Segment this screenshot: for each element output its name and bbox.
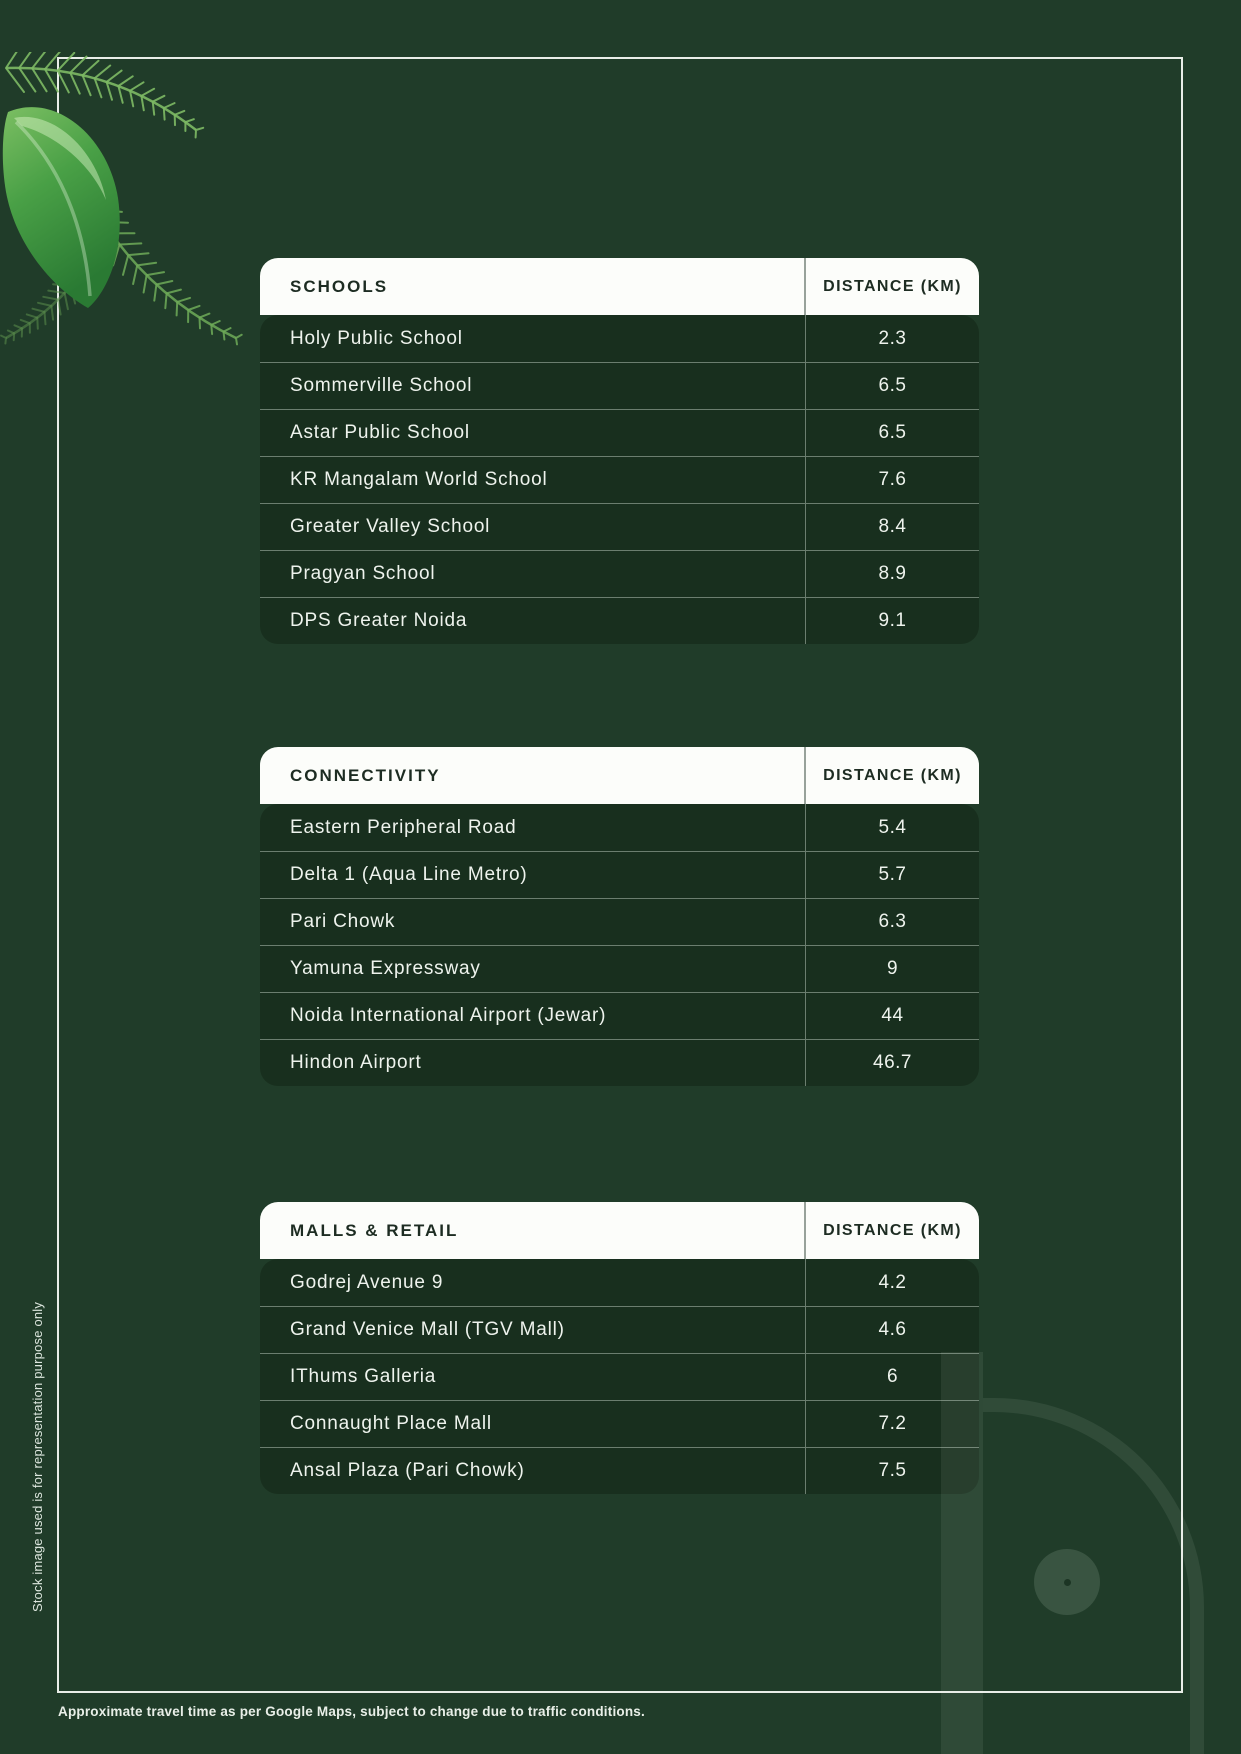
table-row: Godrej Avenue 9 4.2 [260,1259,979,1306]
table-category-header: MALLS & RETAIL [260,1202,806,1259]
distance-value: 5.7 [878,864,907,885]
place-name: KR Mangalam World School [260,457,806,503]
table-body: Eastern Peripheral Road 5.4 Delta 1 (Aqua … [260,804,979,1086]
distance-value: 6.5 [878,422,907,443]
leaf-highlight [14,116,106,200]
distance-value: 9.1 [878,610,907,631]
place-name: Delta 1 (Aqua Line Metro) [260,852,806,898]
place-name: Holy Public School [260,315,806,362]
stock-image-disclaimer: Stock image used is for representation p… [30,1301,45,1612]
table-row: Grand Venice Mall (TGV Mall) 4.6 [260,1306,979,1353]
distance-value: 6 [886,1366,899,1387]
table-schools: SCHOOLS DISTANCE (KM) Holy Public School… [260,258,979,644]
distance-value: 8.9 [878,563,907,584]
place-name: Astar Public School [260,410,806,456]
table-row: Yamuna Expressway 9 [260,945,979,992]
table-category-header: CONNECTIVITY [260,747,806,804]
place-name: Pragyan School [260,551,806,597]
place-name: Hindon Airport [260,1040,806,1086]
table-row: DPS Greater Noida 9.1 [260,597,979,644]
leaf-decoration [0,52,243,346]
table-category-header: SCHOOLS [260,258,806,315]
distance-value: 4.2 [878,1271,907,1293]
table-row: IThums Galleria 6 [260,1353,979,1400]
distance-value: 4.6 [878,1319,907,1340]
distance-value: 8.4 [878,516,907,537]
table-distance-header: DISTANCE (KM) [823,277,962,295]
place-name: Pari Chowk [260,899,806,945]
place-name: Yamuna Expressway [260,946,806,992]
distance-value: 7.6 [878,469,907,490]
distance-value: 9 [886,958,899,979]
place-name: IThums Galleria [260,1354,806,1400]
distance-value: 7.5 [878,1460,907,1481]
leaf-vein [14,120,92,297]
place-name: Eastern Peripheral Road [260,804,806,851]
table-distance-header: DISTANCE (KM) [823,1221,962,1239]
distance-value: 46.7 [873,1052,912,1073]
big-leaf-icon [2,107,120,308]
table-body: Godrej Avenue 9 4.2 Grand Venice Mall (TGV… [260,1259,979,1494]
distance-value: 7.2 [878,1413,907,1434]
table-row: Ansal Plaza (Pari Chowk) 7.5 [260,1447,979,1494]
table-row: Delta 1 (Aqua Line Metro) 5.7 [260,851,979,898]
table-distance-header: DISTANCE (KM) [823,766,962,784]
distance-value: 6.3 [878,911,907,932]
place-name: Godrej Avenue 9 [260,1259,806,1306]
table-row: Greater Valley School 8.4 [260,503,979,550]
watermark-band [941,1352,983,1754]
table-row: Pari Chowk 6.3 [260,898,979,945]
place-name: Greater Valley School [260,504,806,550]
place-name: Sommerville School [260,363,806,409]
table-header-row: CONNECTIVITY DISTANCE (KM) [260,747,979,804]
table-row: Connaught Place Mall 7.2 [260,1400,979,1447]
distance-value: 5.4 [878,816,907,838]
table-malls-retail: MALLS & RETAIL DISTANCE (KM) Godrej Aven… [260,1202,979,1494]
table-header-row: MALLS & RETAIL DISTANCE (KM) [260,1202,979,1259]
distance-value: 6.5 [878,375,907,396]
table-row: Pragyan School 8.9 [260,550,979,597]
distance-value: 44 [881,1005,904,1026]
table-row: Noida International Airport (Jewar) 44 [260,992,979,1039]
place-name: DPS Greater Noida [260,598,806,644]
table-row: Hindon Airport 46.7 [260,1039,979,1086]
table-row: Sommerville School 6.5 [260,362,979,409]
watermark-circle-dot-icon [1034,1549,1100,1615]
table-row: KR Mangalam World School 7.6 [260,456,979,503]
table-row: Astar Public School 6.5 [260,409,979,456]
place-name: Grand Venice Mall (TGV Mall) [260,1307,806,1353]
table-body: Holy Public School 2.3 Sommerville School 6… [260,315,979,644]
travel-time-footnote: Approximate travel time as per Google Ma… [58,1704,645,1719]
table-connectivity: CONNECTIVITY DISTANCE (KM) Eastern Perip… [260,747,979,1086]
place-name: Connaught Place Mall [260,1401,806,1447]
table-row: Eastern Peripheral Road 5.4 [260,804,979,851]
place-name: Ansal Plaza (Pari Chowk) [260,1448,806,1494]
distance-value: 2.3 [878,327,907,349]
place-name: Noida International Airport (Jewar) [260,993,806,1039]
table-row: Holy Public School 2.3 [260,315,979,362]
table-header-row: SCHOOLS DISTANCE (KM) [260,258,979,315]
